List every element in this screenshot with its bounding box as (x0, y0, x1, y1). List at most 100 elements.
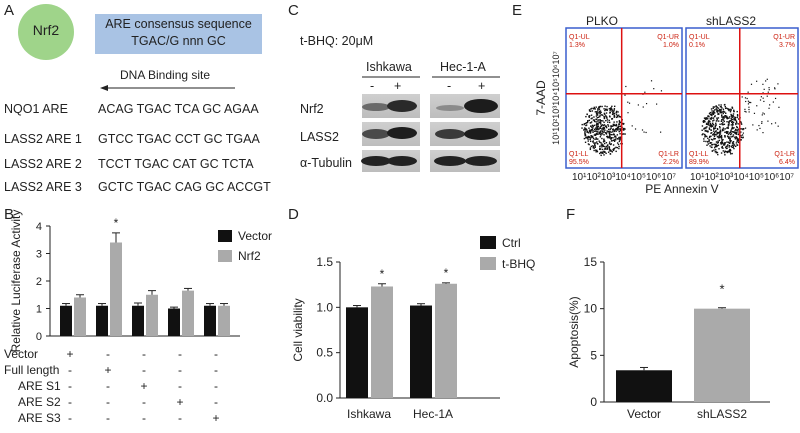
y-axis-label: 7-AAD (534, 80, 548, 116)
panel-label-d: D (288, 206, 299, 223)
blot-group-hec1a: Hec-1-A (440, 60, 486, 74)
panel-label-e: E (512, 2, 523, 19)
table-row-label: ARE S3 (18, 411, 61, 425)
legend-swatch-nrf2 (218, 250, 232, 262)
table-sign: - (142, 411, 146, 425)
quadrant-lr-pct: 2.2% (663, 159, 679, 166)
x-tick-label: Ishkawa (347, 407, 391, 421)
bar-nrf2 (146, 294, 158, 336)
blot-row-lass2: LASS2 (300, 130, 339, 144)
table-sign: - (106, 379, 110, 393)
y-tick-label: 1.5 (316, 255, 333, 269)
lass2-are2-label: LASS2 ARE 2 (4, 157, 82, 171)
quadrant-lr-pct: 6.4% (779, 159, 795, 166)
y-tick-label: 0.0 (316, 391, 333, 405)
blot-row-tubulin: α-Tubulin (300, 156, 352, 170)
legend-swatch-t-bhq (480, 257, 496, 270)
y-tick-label: 10 (584, 302, 598, 316)
panel-label-c: C (288, 2, 299, 19)
bar-nrf2 (218, 305, 230, 336)
are-consensus-box (95, 14, 262, 54)
x-tick-label: Vector (627, 407, 661, 421)
table-sign: - (214, 363, 218, 377)
dna-binding-label: DNA Binding site (120, 68, 211, 82)
bar-vector (204, 305, 216, 336)
table-sign: + (66, 347, 73, 361)
significance-star: * (114, 216, 119, 230)
significance-star: * (444, 266, 449, 280)
table-sign: - (214, 347, 218, 361)
table-sign: - (106, 347, 110, 361)
table-row-label: Full length (4, 363, 59, 377)
table-sign: - (178, 363, 182, 377)
bar-t-bhq (435, 283, 457, 398)
quadrant-lr-label: Q1-LR (658, 151, 679, 158)
bar-vector (616, 370, 672, 402)
flow-scatter-cloud (581, 80, 663, 157)
quadrant-ur-label: Q1-UR (657, 34, 679, 41)
y-tick-label: 15 (584, 255, 598, 269)
y-tick-label: 1 (36, 304, 42, 316)
quadrant-ul-label: Q1-UL (689, 34, 710, 41)
table-sign: - (178, 379, 182, 393)
table-sign: - (142, 395, 146, 409)
bar-vector (132, 305, 144, 336)
quadrant-ur-label: Q1-UR (773, 34, 795, 41)
bar-vector (60, 305, 72, 336)
nqo1-are-label: NQO1 ARE (4, 102, 68, 116)
quadrant-ul-pct: 0.1% (689, 42, 705, 49)
blot-row-nrf2: Nrf2 (300, 102, 324, 116)
lass2-are1-sequence: GTCC TGAC CCT GC TGAA (98, 132, 260, 146)
table-sign: - (106, 395, 110, 409)
y-tick-labels: 10¹10²10³10⁴10⁵10⁶10⁷ (551, 51, 561, 145)
legend-swatch-vector (218, 230, 232, 242)
bar-nrf2 (182, 290, 194, 336)
flow-scatter-cloud (701, 78, 780, 156)
significance-star: * (719, 282, 724, 297)
quadrant-ll-pct: 89.9% (689, 159, 709, 166)
table-sign: - (106, 411, 110, 425)
x-tick-label: shLASS2 (697, 407, 747, 421)
y-tick-label: 2 (36, 276, 42, 288)
tbhq-treatment-label: t-BHQ: 20μM (300, 34, 374, 48)
table-sign: - (68, 379, 72, 393)
x-tick-labels: 10¹10²10³10⁴10⁵10⁶10⁷ (690, 172, 794, 183)
flow-title-shlass2: shLASS2 (706, 14, 757, 28)
table-sign: - (214, 395, 218, 409)
y-tick-label: 0 (590, 395, 597, 409)
table-sign: + (212, 411, 219, 425)
bar-nrf2 (110, 242, 122, 336)
flow-title-plko: PLKO (586, 14, 619, 28)
flow-plot-frame (685, 27, 799, 169)
quadrant-lr-label: Q1-LR (774, 151, 795, 158)
legend-label-nrf2: Nrf2 (238, 249, 261, 263)
bar-vector (168, 308, 180, 336)
bar-vector (96, 305, 108, 336)
lass2-are2-sequence: TCCT TGAC CAT GC TCTA (98, 157, 254, 171)
bar-ctrl (346, 307, 368, 398)
bar-t-bhq (371, 286, 393, 398)
y-tick-label: 5 (590, 348, 597, 362)
nqo1-are-sequence: ACAG TGAC TCA GC AGAA (98, 102, 259, 116)
blot-sign-3: - (447, 79, 452, 93)
quadrant-ul-pct: 1.3% (569, 42, 585, 49)
x-axis-label: PE Annexin V (645, 182, 718, 196)
table-sign: + (104, 363, 111, 377)
legend-label-vector: Vector (238, 229, 272, 243)
lass2-are1-label: LASS2 ARE 1 (4, 132, 82, 146)
table-sign: - (142, 347, 146, 361)
lass2-are3-sequence: GCTC TGAC CAG GC ACCGT (98, 180, 271, 194)
table-sign: - (142, 363, 146, 377)
table-row-label: ARE S2 (18, 395, 61, 409)
legend-label-t-bhq: t-BHQ (502, 257, 535, 271)
blot-sign-4: + (478, 79, 486, 93)
table-sign: + (176, 395, 183, 409)
y-axis-label: Apoptosis(%) (567, 296, 581, 367)
y-axis-label: Cell viability (291, 298, 305, 361)
quadrant-ur-pct: 1.0% (663, 42, 679, 49)
